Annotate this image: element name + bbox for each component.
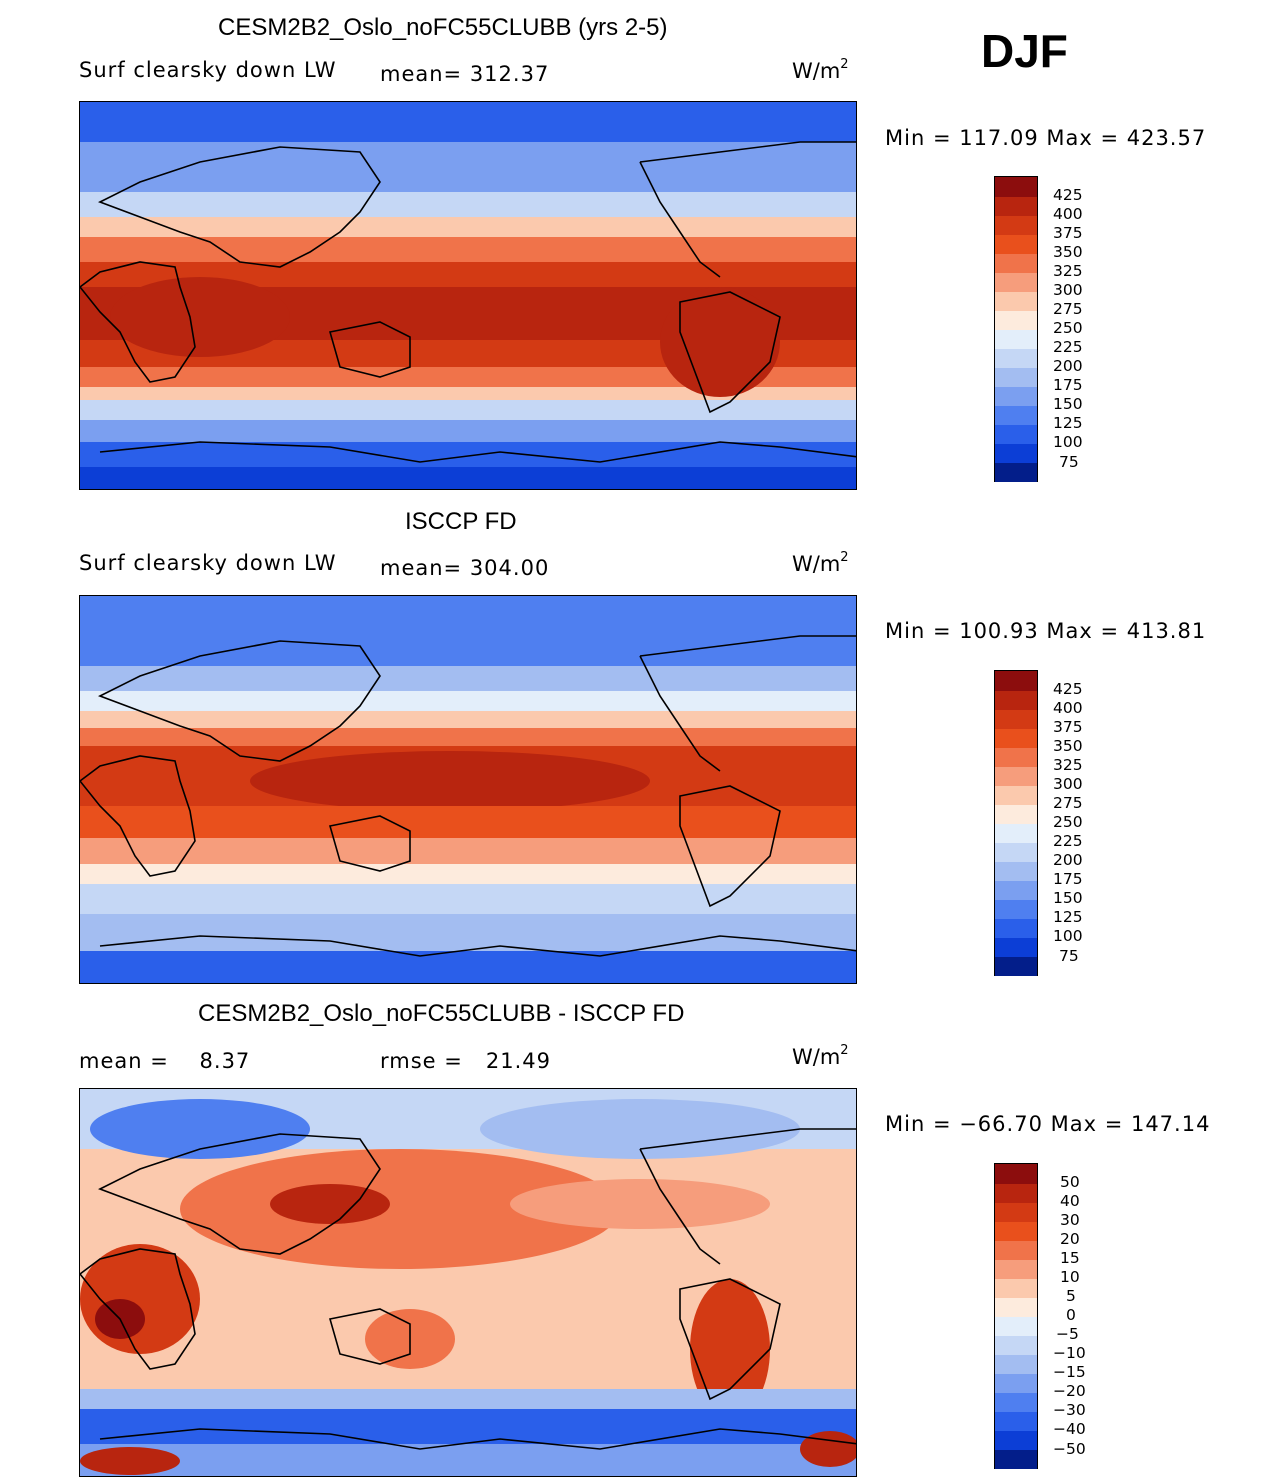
panel3-minmax: Min = −66.70 Max = 147.14 [885, 1112, 1211, 1136]
panel1-title: CESM2B2_Oslo_noFC55CLUBB (yrs 2-5) [218, 14, 668, 41]
panel1-level-label: 75 [1059, 453, 1079, 471]
panel1-unit: W/m2 [792, 57, 849, 83]
panel1-level-label: 400 [1053, 205, 1083, 223]
panel3-level-label: 30 [1060, 1211, 1080, 1229]
panel2-level-label: 325 [1053, 756, 1083, 774]
panel3-level-label: −40 [1053, 1420, 1086, 1438]
panel1-level-label: 300 [1053, 281, 1083, 299]
panel2-map-field [80, 596, 856, 983]
panel3-level-label: −50 [1053, 1440, 1086, 1458]
panel3-level-label: 40 [1060, 1192, 1080, 1210]
panel2-level-label: 150 [1053, 889, 1083, 907]
panel2-colorbar [994, 670, 1038, 976]
panel1-level-label: 100 [1053, 433, 1083, 451]
panel2-title: ISCCP FD [405, 508, 517, 535]
panel3-title: CESM2B2_Oslo_noFC55CLUBB - ISCCP FD [198, 1000, 685, 1027]
panel2-level-label: 175 [1053, 870, 1083, 888]
panel2-minmax: Min = 100.93 Max = 413.81 [885, 619, 1207, 643]
panel2-variable: Surf clearsky down LW [79, 551, 337, 575]
panel1-level-label: 225 [1053, 338, 1083, 356]
panel1-level-label: 325 [1053, 262, 1083, 280]
panel2-level-label: 300 [1053, 775, 1083, 793]
panel3-map [79, 1088, 857, 1477]
panel3-rmse: rmse = 21.49 [380, 1049, 551, 1073]
panel3-level-label: −20 [1053, 1382, 1086, 1400]
panel3-level-label: 5 [1066, 1287, 1076, 1305]
panel2-mean: mean= 304.00 [380, 556, 550, 580]
panel3-level-label: −5 [1056, 1325, 1079, 1343]
panel1-level-label: 425 [1053, 186, 1083, 204]
panel2-level-label: 100 [1053, 927, 1083, 945]
panel2-level-label: 125 [1053, 908, 1083, 926]
panel2-level-label: 200 [1053, 851, 1083, 869]
panel3-colorbar [994, 1163, 1038, 1469]
panel1-variable: Surf clearsky down LW [79, 58, 337, 82]
panel2-level-label: 375 [1053, 718, 1083, 736]
season-label: DJF [981, 25, 1068, 77]
panel1-level-label: 375 [1053, 224, 1083, 242]
panel1-level-label: 175 [1053, 376, 1083, 394]
panel1-minmax: Min = 117.09 Max = 423.57 [885, 126, 1207, 150]
panel3-level-label: −10 [1053, 1344, 1086, 1362]
panel1-colorbar [994, 176, 1038, 482]
panel3-unit: W/m2 [792, 1043, 849, 1069]
panel1-level-label: 250 [1053, 319, 1083, 337]
panel2-level-label: 250 [1053, 813, 1083, 831]
panel2-level-label: 425 [1053, 680, 1083, 698]
panel3-level-label: 20 [1060, 1230, 1080, 1248]
panel2-unit: W/m2 [792, 550, 849, 576]
panel2-level-label: 225 [1053, 832, 1083, 850]
panel3-level-label: −30 [1053, 1401, 1086, 1419]
panel1-mean: mean= 312.37 [380, 62, 550, 86]
panel3-map-field [80, 1089, 856, 1476]
panel2-level-label: 400 [1053, 699, 1083, 717]
panel1-level-label: 275 [1053, 300, 1083, 318]
panel1-map [79, 101, 857, 490]
panel2-level-label: 75 [1059, 947, 1079, 965]
panel1-map-field [80, 102, 856, 489]
panel3-level-label: −15 [1053, 1363, 1086, 1381]
panel2-map [79, 595, 857, 984]
panel3-mean: mean = 8.37 [79, 1049, 251, 1073]
panel1-level-label: 200 [1053, 357, 1083, 375]
panel1-level-label: 350 [1053, 243, 1083, 261]
panel3-level-label: 15 [1060, 1249, 1080, 1267]
panel3-level-label: 10 [1060, 1268, 1080, 1286]
panel3-level-label: 0 [1066, 1306, 1076, 1324]
panel2-level-label: 350 [1053, 737, 1083, 755]
panel1-level-label: 125 [1053, 414, 1083, 432]
panel1-level-label: 150 [1053, 395, 1083, 413]
panel2-level-label: 275 [1053, 794, 1083, 812]
panel3-level-label: 50 [1060, 1173, 1080, 1191]
